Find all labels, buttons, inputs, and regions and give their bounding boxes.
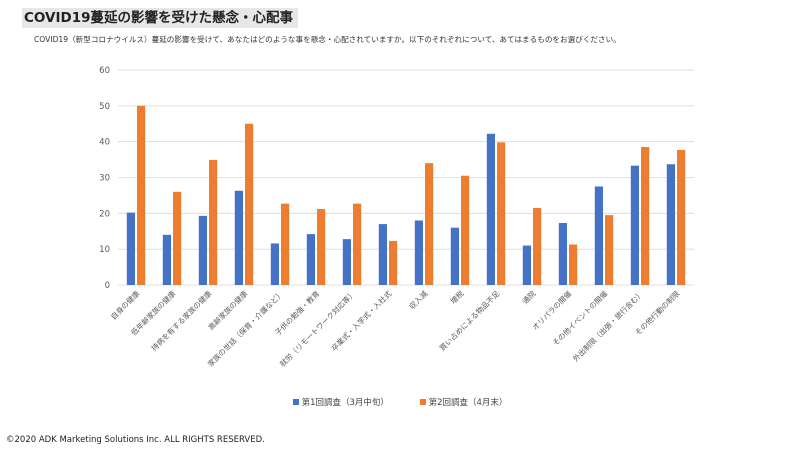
y-tick-label: 40: [99, 138, 110, 148]
chart-title: COVID19蔓延の影響を受けた懸念・心配事: [22, 8, 298, 28]
y-tick-label: 20: [99, 209, 110, 219]
x-tick-label: 卒業式・入学式・入社式: [330, 289, 394, 353]
bar-series-1-13: [558, 223, 567, 285]
x-axis-tick-labels: 自身の健康低年齢家族の健康持病を有する家族の健康高齢家族の健康家族の世話（保育・…: [109, 289, 682, 369]
bar-series-1-5: [270, 243, 279, 285]
legend: 第1回調査（3月中旬） 第2回調査（4月末）: [0, 396, 800, 408]
bar-series-2-15: [641, 147, 650, 285]
bar-series-1-9: [414, 220, 423, 285]
bar-series-2-8: [389, 240, 398, 285]
bar-series-2-10: [461, 175, 470, 285]
bar-series-1-7: [342, 239, 351, 285]
bar-series-2-16: [677, 149, 686, 285]
bar-series-1-8: [378, 224, 387, 285]
bar-series-1-11: [486, 133, 495, 285]
x-tick-label: 増税: [449, 289, 466, 306]
bar-series-1-6: [306, 234, 315, 285]
y-tick-label: 50: [99, 102, 110, 112]
bar-series-1-15: [630, 165, 639, 285]
bar-series-2-14: [605, 215, 614, 285]
legend-label-series-1: 第1回調査（3月中旬）: [301, 398, 389, 408]
y-axis-tick-labels: 0 10 20 30 40 50 60: [99, 66, 110, 291]
bar-series-1-12: [522, 245, 531, 285]
x-tick-label: 収入減: [407, 289, 429, 311]
bar-chart: 0 10 20 30 40 50 60 自身の健康低年齢家族の健康持病を有する家族の健康高齢…: [99, 66, 694, 369]
bar-series-2-12: [533, 207, 542, 285]
bar-series-1-14: [594, 186, 603, 285]
bar-series-2-1: [137, 105, 146, 285]
bars: [126, 105, 686, 285]
x-tick-label: 買い占めによる物品不足: [438, 289, 502, 353]
bar-series-1-2: [162, 234, 171, 285]
copyright-notice: ©2020 ADK Marketing Solutions Inc. ALL R…: [6, 435, 265, 445]
bar-series-2-4: [245, 123, 254, 285]
x-tick-label: 外出制限（出張・旅行含む）: [571, 289, 645, 363]
bar-series-2-9: [425, 163, 434, 285]
y-tick-label: 60: [99, 66, 110, 76]
bar-series-1-16: [666, 164, 675, 285]
bar-series-1-10: [450, 227, 459, 285]
legend-swatch-series-1: [292, 399, 299, 405]
y-tick-label: 0: [105, 281, 110, 291]
bar-series-2-3: [209, 159, 218, 285]
bar-series-1-3: [198, 215, 207, 285]
bar-series-2-11: [497, 142, 506, 285]
bar-series-2-13: [569, 244, 578, 285]
x-tick-label: 就労（リモートワーク対応等）: [278, 289, 358, 369]
x-tick-label: 家族の世話（保育・介護など）: [206, 289, 286, 369]
bar-series-2-7: [353, 203, 362, 285]
legend-swatch-series-2: [419, 399, 426, 405]
bar-series-1-4: [234, 190, 243, 285]
legend-label-series-2: 第2回調査（4月末）: [428, 398, 508, 408]
bar-series-2-5: [281, 203, 290, 285]
x-tick-label: 持病を有する家族の健康: [150, 289, 214, 353]
legend-item-series-2: 第2回調査（4月末）: [419, 396, 508, 408]
legend-item-series-1: 第1回調査（3月中旬）: [292, 396, 389, 408]
bar-series-1-1: [126, 212, 135, 285]
y-tick-label: 10: [99, 245, 110, 255]
x-tick-label: 通院: [521, 289, 538, 306]
bar-series-2-2: [173, 191, 182, 285]
chart-subtitle: COVID19（新型コロナウイルス）蔓延の影響を受けて、あなたはどのような事を懸…: [34, 35, 621, 44]
y-tick-label: 30: [99, 174, 110, 184]
x-tick-label: 自身の健康: [109, 289, 142, 322]
bar-series-2-6: [317, 209, 326, 285]
